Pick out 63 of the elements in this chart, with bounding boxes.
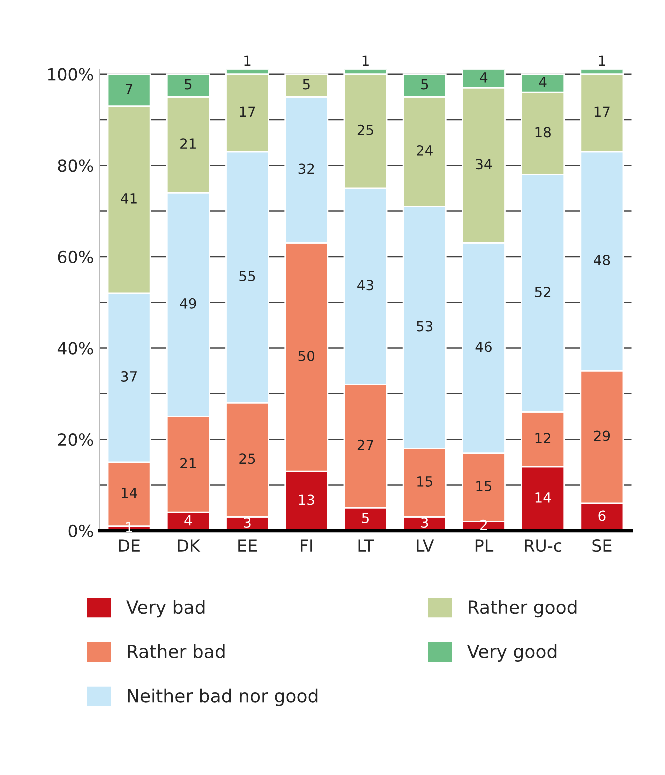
data-label: 43 [358, 280, 374, 291]
y-tick-label: 100% [48, 68, 94, 81]
x-tick-label: LT [358, 540, 374, 552]
data-label: 12 [536, 433, 551, 444]
data-label: 5 [303, 79, 310, 90]
data-label: 5 [185, 79, 192, 90]
x-tick-label: EE [238, 540, 257, 552]
data-label: 17 [240, 106, 256, 117]
legend-label: Very good [467, 644, 557, 662]
y-tick-label: 20% [58, 434, 94, 446]
x-tick-label: SE [592, 540, 612, 552]
data-label: 6 [598, 510, 606, 522]
data-label: 49 [180, 298, 196, 309]
data-label: 21 [180, 138, 196, 149]
legend-label: Neither bad nor good [128, 688, 318, 706]
data-label: 7 [126, 84, 133, 94]
data-label: 25 [358, 124, 374, 136]
data-label: 3 [422, 518, 428, 528]
y-tick-label: 80% [58, 160, 94, 172]
data-label: 3 [244, 518, 251, 528]
data-label: 1 [126, 522, 132, 532]
data-label: 24 [417, 145, 433, 156]
data-label: 1 [244, 56, 251, 66]
data-label: 4 [480, 72, 488, 83]
data-label: 4 [539, 77, 547, 88]
data-label: 50 [298, 350, 315, 362]
data-label: 25 [240, 454, 256, 464]
data-label: 18 [536, 127, 551, 138]
x-tick-label: DK [178, 540, 201, 552]
data-label: 1 [599, 56, 606, 66]
legend-label: Very bad [126, 600, 205, 618]
legend-label: Rather bad [128, 644, 225, 659]
data-label: 5 [422, 79, 428, 90]
data-label: 37 [122, 371, 137, 382]
data-label: 14 [536, 492, 552, 503]
y-tick-label: 40% [58, 342, 94, 355]
legend-label: Rather good [469, 600, 577, 618]
data-label: 55 [240, 271, 256, 282]
data-label: 34 [476, 159, 492, 170]
data-label: 27 [358, 440, 374, 450]
data-label: 17 [594, 106, 610, 117]
data-label: 5 [362, 513, 369, 524]
data-label: 21 [180, 458, 196, 469]
data-label: 46 [476, 342, 492, 352]
data-label: 1 [362, 56, 369, 66]
x-tick-label: RU-c [525, 540, 562, 552]
data-label: 29 [594, 430, 610, 442]
data-label: 32 [298, 164, 314, 174]
data-label: 13 [299, 494, 314, 506]
x-tick-label: DE [119, 540, 140, 552]
y-tick-label: 60% [58, 250, 94, 264]
data-label: 14 [122, 488, 138, 498]
data-label: 41 [121, 194, 137, 204]
data-label: 15 [476, 481, 492, 492]
data-label: 53 [417, 321, 433, 332]
x-tick-label: PL [476, 540, 494, 552]
x-tick-label: LV [417, 540, 434, 552]
x-tick-label: FI [301, 540, 312, 552]
data-label: 4 [184, 515, 192, 526]
data-label: 48 [594, 255, 610, 266]
data-label: 15 [418, 476, 432, 487]
y-tick-label: 0% [68, 524, 94, 538]
data-label: 52 [535, 286, 551, 298]
